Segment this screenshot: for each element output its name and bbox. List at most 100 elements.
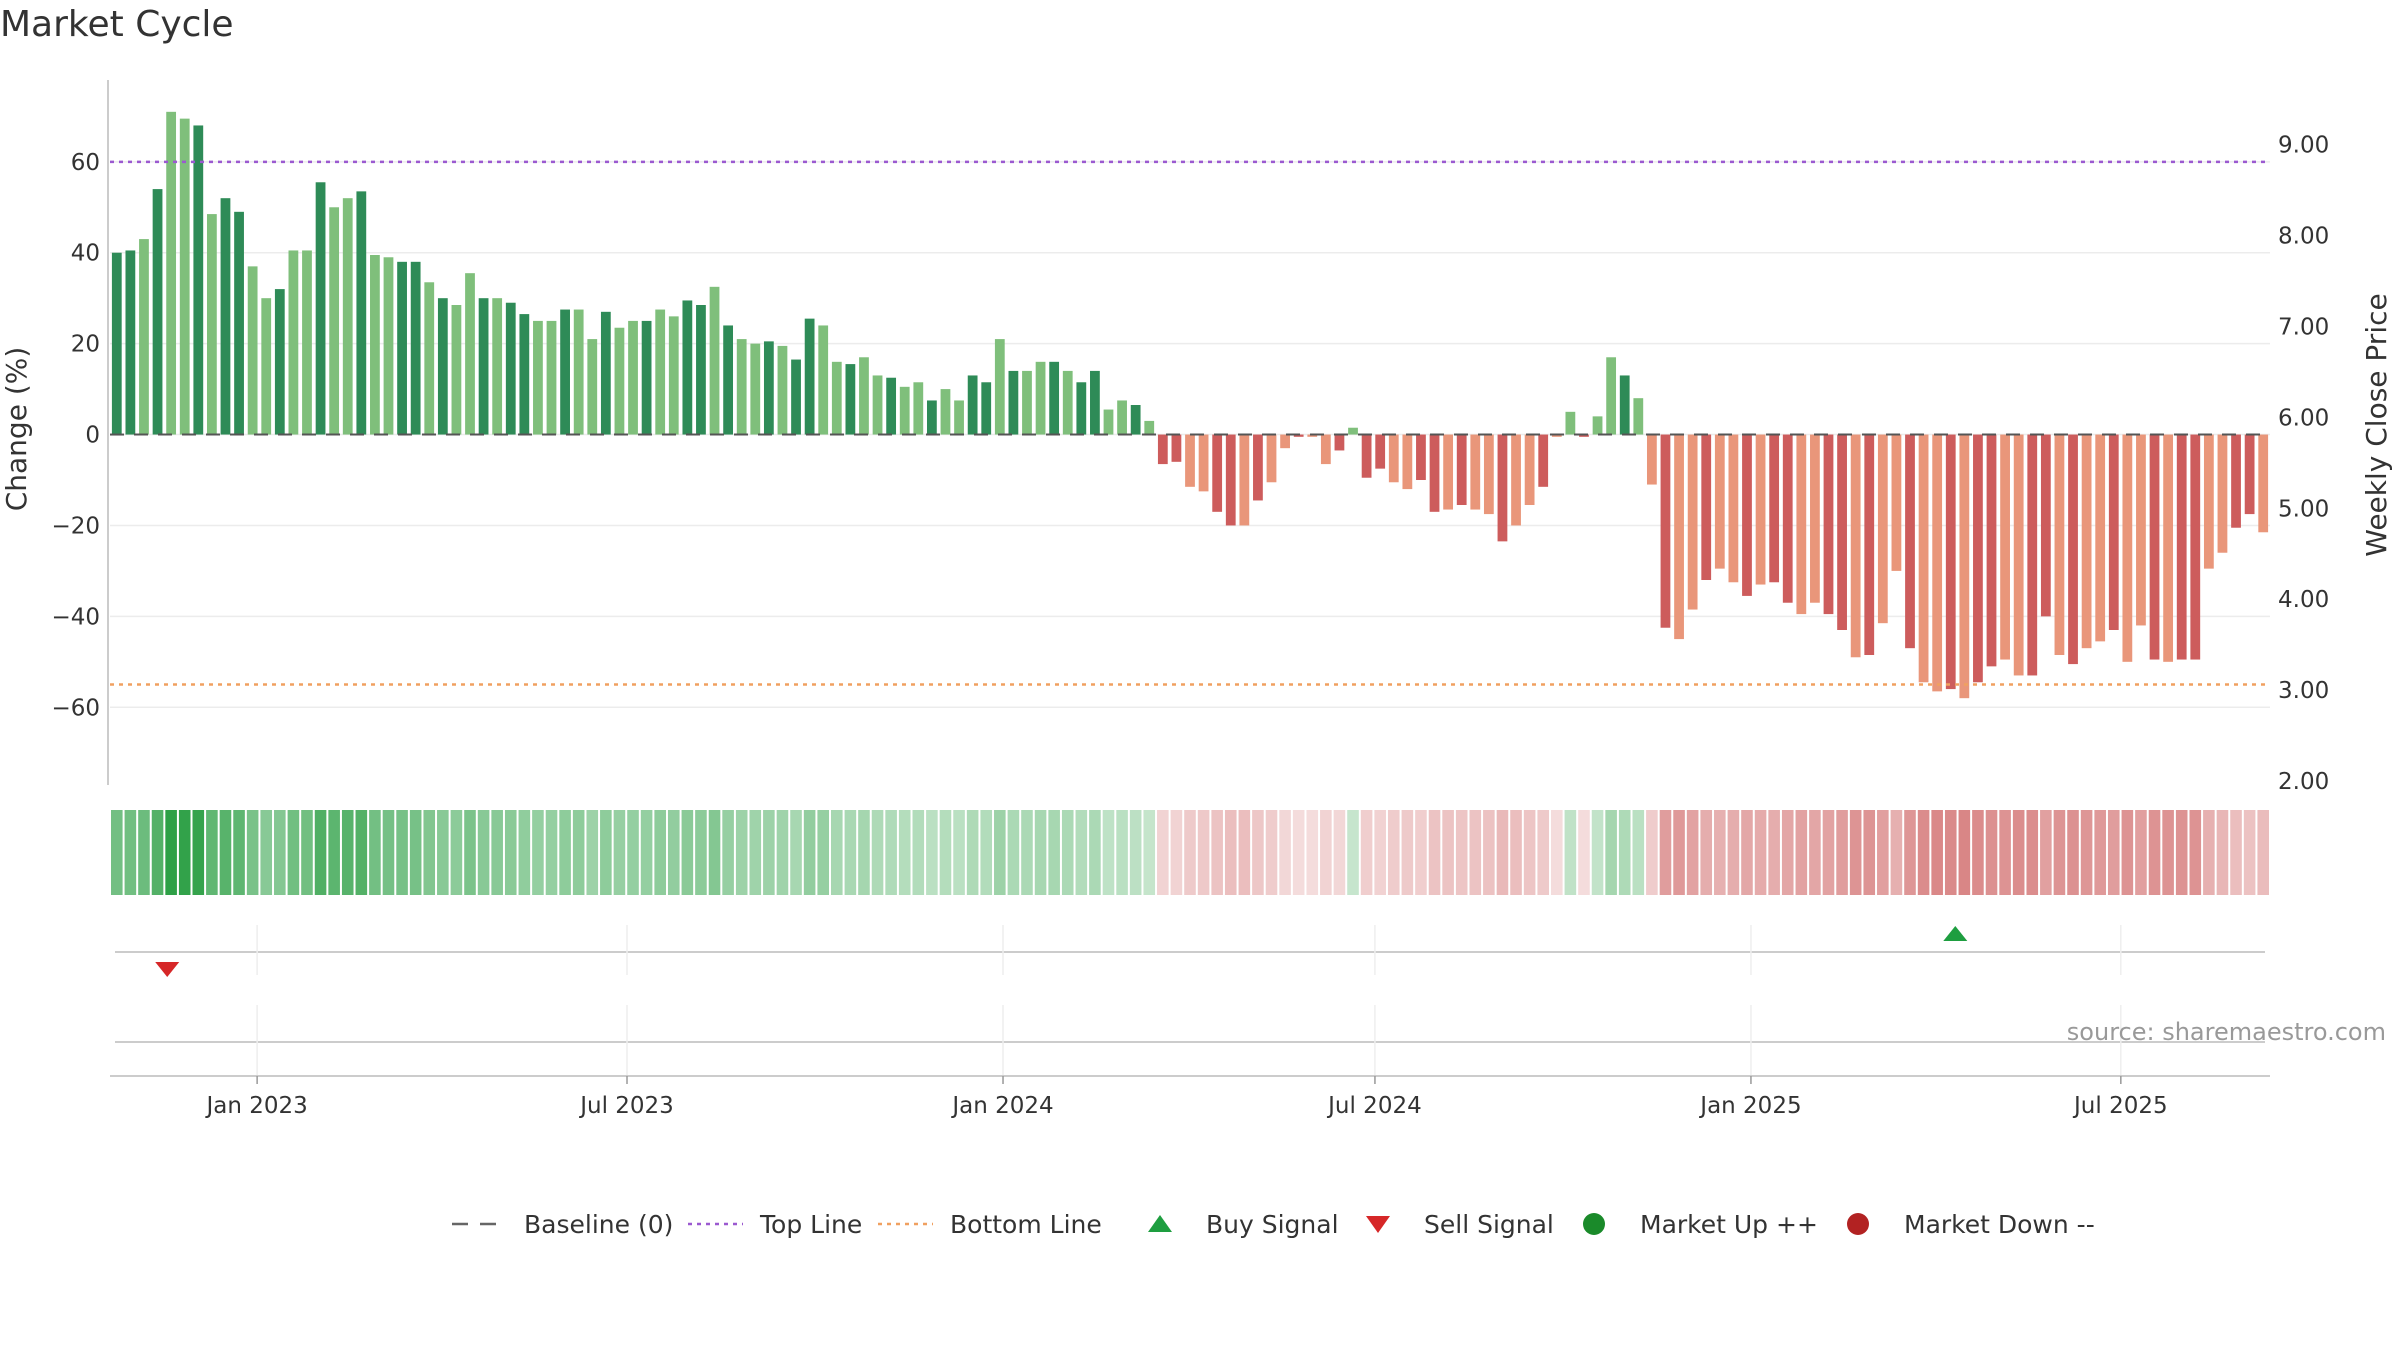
heat-cell bbox=[2135, 810, 2147, 895]
bar bbox=[152, 189, 163, 435]
heat-cell bbox=[749, 810, 762, 895]
heat-cell bbox=[1306, 810, 1319, 895]
heat-cell bbox=[1034, 810, 1047, 895]
bar bbox=[1579, 434, 1589, 437]
bar bbox=[2068, 434, 2078, 665]
y-axis-label-right: Weekly Close Price bbox=[2360, 293, 2393, 556]
bar bbox=[1090, 370, 1100, 435]
heat-cell bbox=[1455, 810, 1468, 895]
bar bbox=[600, 311, 611, 435]
bar bbox=[1334, 434, 1345, 451]
chart-title: Market Cycle bbox=[0, 4, 234, 45]
legend-label: Market Down -- bbox=[1904, 1210, 2095, 1239]
y-tick-label-left: −40 bbox=[51, 604, 100, 630]
heat-cell bbox=[1836, 810, 1848, 895]
heat-cell bbox=[1781, 810, 1794, 895]
heat-cell bbox=[2189, 810, 2202, 895]
legend-item: Baseline (0) bbox=[452, 1210, 673, 1239]
heat-cell bbox=[178, 810, 191, 895]
heat-cell bbox=[518, 810, 531, 895]
bar bbox=[1103, 409, 1114, 435]
heat-cell bbox=[260, 810, 273, 895]
bar bbox=[2081, 434, 2092, 649]
heat-cell bbox=[1768, 810, 1780, 895]
bar bbox=[261, 298, 272, 435]
heat-cell bbox=[1428, 810, 1441, 895]
bar bbox=[274, 289, 285, 435]
bar bbox=[886, 377, 897, 435]
heat-cell bbox=[491, 810, 503, 895]
bar bbox=[1864, 434, 1875, 655]
heat-cell bbox=[2230, 810, 2242, 895]
heat-cell bbox=[980, 810, 993, 895]
heat-cell bbox=[1904, 810, 1916, 895]
heat-cell bbox=[681, 810, 694, 895]
bar bbox=[2122, 434, 2133, 662]
bar bbox=[1361, 434, 1372, 478]
bar bbox=[1551, 434, 1562, 437]
heat-cell bbox=[1157, 810, 1169, 895]
heat-cell bbox=[2216, 810, 2229, 895]
bar bbox=[546, 320, 557, 435]
bar bbox=[981, 382, 992, 435]
heat-cell bbox=[1021, 810, 1033, 895]
legend-symbol bbox=[1847, 1213, 1869, 1235]
bar bbox=[1375, 434, 1386, 469]
bar bbox=[736, 339, 747, 435]
heat-cell bbox=[2121, 810, 2134, 895]
bar bbox=[954, 400, 964, 435]
x-tick-label: Jan 2024 bbox=[950, 1093, 1053, 1119]
legend-label: Buy Signal bbox=[1206, 1210, 1339, 1239]
bar bbox=[2258, 434, 2269, 533]
bar bbox=[1280, 434, 1290, 449]
y-tick-label-right: 5.00 bbox=[2278, 496, 2329, 522]
bar bbox=[2040, 434, 2051, 617]
heat-cell bbox=[111, 810, 123, 895]
heat-cell bbox=[613, 810, 626, 895]
heat-cell bbox=[1007, 810, 1020, 895]
bar bbox=[247, 266, 258, 435]
y-tick-label-left: −60 bbox=[51, 695, 100, 721]
heat-cell bbox=[138, 810, 150, 895]
bar bbox=[437, 298, 448, 435]
heat-cell bbox=[1822, 810, 1835, 895]
weekly-change-bars bbox=[111, 111, 2269, 699]
heat-cell bbox=[1061, 810, 1074, 895]
bar bbox=[1918, 434, 1929, 683]
y-tick-label-right: 2.00 bbox=[2278, 769, 2329, 795]
bar bbox=[1959, 434, 1970, 699]
bar bbox=[1728, 434, 1739, 583]
bar bbox=[791, 359, 801, 435]
bar bbox=[845, 364, 856, 435]
bar bbox=[2203, 434, 2214, 569]
bar bbox=[763, 341, 774, 435]
heat-cell bbox=[1754, 810, 1767, 895]
bar bbox=[668, 316, 679, 435]
y-axis-label-left: Change (%) bbox=[0, 347, 33, 512]
bar bbox=[723, 325, 734, 435]
legend-label: Baseline (0) bbox=[524, 1210, 673, 1239]
bar bbox=[125, 250, 136, 435]
heat-cell bbox=[328, 810, 340, 895]
heat-cell bbox=[1727, 810, 1740, 895]
bar bbox=[2190, 434, 2201, 660]
bar bbox=[1443, 434, 1454, 510]
heat-cell bbox=[708, 810, 721, 895]
heat-cell bbox=[1958, 810, 1971, 895]
heat-cell bbox=[1863, 810, 1876, 895]
legend-item: Bottom Line bbox=[878, 1210, 1102, 1239]
heat-cell bbox=[2094, 810, 2106, 895]
heat-cell bbox=[2203, 810, 2215, 895]
heat-cell bbox=[994, 810, 1006, 895]
bar bbox=[777, 345, 788, 435]
bar bbox=[2149, 434, 2160, 660]
heat-cell bbox=[409, 810, 422, 895]
legend-label: Top Line bbox=[759, 1210, 862, 1239]
legend-item: Top Line bbox=[688, 1210, 862, 1239]
bar bbox=[234, 211, 244, 435]
bar bbox=[1185, 434, 1195, 487]
bar bbox=[1266, 434, 1277, 483]
heat-cell bbox=[477, 810, 490, 895]
heat-cell bbox=[450, 810, 463, 895]
bar bbox=[1130, 405, 1141, 435]
